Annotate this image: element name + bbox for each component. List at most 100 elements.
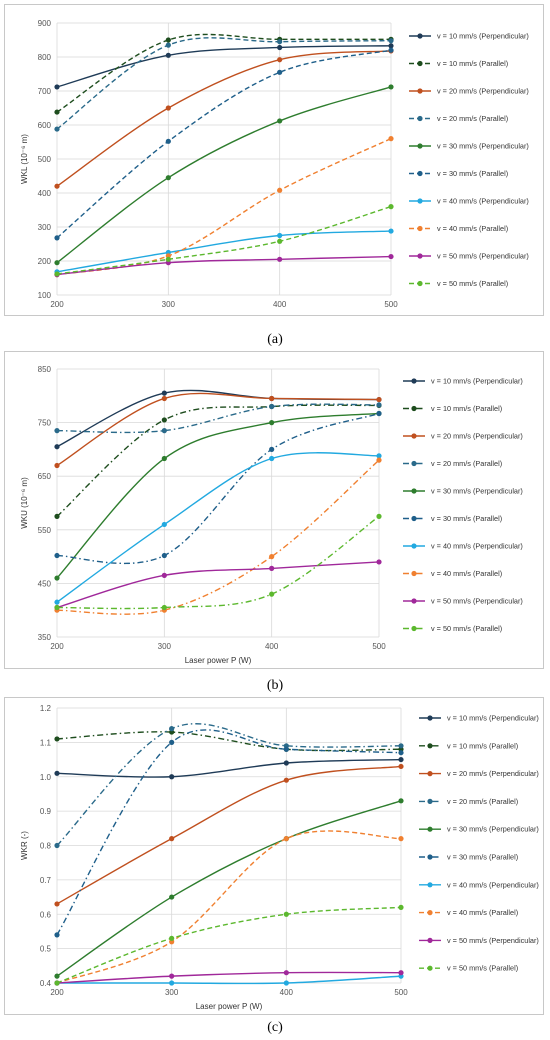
legend-marker [427,771,433,777]
legend-marker [417,280,423,287]
legend-label: v = 40 mm/s (Perpendicular) [431,542,523,551]
series-line [56,50,392,187]
data-point [161,417,167,423]
chart-svg-b: 350 450 550 650 750 850 200 300 400 500 WKU (10⁻⁶ … [20,365,523,665]
series-line [56,830,402,984]
data-point [277,39,283,45]
legend-marker [417,143,423,149]
data-point [277,232,283,239]
legend-label: v = 20 mm/s (Perpendicular) [447,769,539,778]
x-tick-label: 400 [280,988,294,997]
series-line [56,392,380,467]
legend-marker [427,743,433,749]
data-point [161,521,167,528]
legend-marker [411,570,417,577]
legend-label: v = 50 mm/s (Parallel) [431,624,502,633]
data-point [283,911,289,917]
data-point [277,57,283,63]
legend-label: v = 40 mm/s (Perpendicular) [437,197,529,206]
series-line [56,49,392,239]
data-point [388,47,394,53]
y-axis-label: WKL (10⁻⁶ m) [20,134,29,184]
caption-b: (b) [266,678,284,693]
data-point [165,256,171,262]
y-tick-label: 900 [38,19,52,28]
series-line [56,731,402,752]
data-point [398,836,404,842]
data-point [161,390,167,396]
legend-label: v = 10 mm/s (Perpendicular) [431,377,523,386]
data-point [54,973,60,979]
legend-marker [417,88,423,94]
series-line [56,561,380,609]
data-point [54,183,60,189]
series-line [56,33,392,113]
y-tick-label: 400 [38,189,52,198]
y-tick-label: 300 [38,223,52,232]
data-point [54,109,60,115]
x-tick-label: 300 [158,642,172,651]
series-line [56,86,392,264]
data-point [376,410,382,417]
data-point [376,402,382,408]
series-line [56,412,380,579]
chart-svg-c: 0.4 0.5 0.6 0.7 0.8 0.9 1.0 1.1 1.2 200 300 400 500 W… [20,704,539,1011]
legend-marker [427,937,433,943]
data-point [398,798,404,804]
y-tick-label: 100 [38,291,52,300]
data-point [277,118,283,124]
data-point [283,970,289,976]
series-line [56,404,380,517]
caption-c: (c) [267,1020,283,1035]
legend-marker [411,460,417,467]
x-tick-label: 200 [50,642,64,651]
legend-label: v = 30 mm/s (Perpendicular) [437,142,529,151]
legend-label: v = 10 mm/s (Parallel) [431,404,502,413]
chart-panel-b: 350 450 550 650 750 850 200 300 400 500 WKU (10⁻⁶ … [4,351,544,669]
legend-marker [411,625,417,632]
x-axis-label: Laser power P (W) [196,1002,263,1011]
legend-marker [427,854,433,860]
data-point [54,552,60,559]
data-point [54,575,60,581]
data-point [376,559,382,565]
series-line [56,452,380,603]
legend-label: v = 50 mm/s (Perpendicular) [437,252,529,261]
series-line [56,800,402,977]
series-line [56,729,402,936]
y-tick-label: 800 [38,53,52,62]
y-tick-label: 0.9 [40,807,52,816]
legend-marker [411,378,417,384]
legend-label: v = 20 mm/s (Perpendicular) [431,432,523,441]
legend-marker [427,798,433,804]
series-line [56,906,402,984]
caption-a: (a) [267,332,283,347]
data-point [376,453,382,459]
data-point [54,235,60,241]
data-point [277,187,283,193]
data-point [54,736,60,742]
data-point [269,403,275,410]
chart-panel-a: 100 200 300 400 500 600 700 800 900 200 300 400 500 W… [4,4,544,316]
series-line [56,255,392,276]
data-point [388,84,394,90]
y-tick-label: 700 [38,87,52,96]
x-tick-label: 500 [384,300,398,309]
y-tick-label: 1.2 [40,704,52,713]
data-point [54,932,60,938]
data-point [161,552,167,559]
data-point [54,901,60,907]
y-tick-label: 650 [38,472,52,481]
y-tick-label: 0.7 [40,876,52,885]
legend-marker [411,488,417,494]
data-point [388,43,394,49]
data-point [269,554,275,560]
y-tick-label: 750 [38,419,52,428]
x-axis-label: Laser power P (W) [191,314,258,315]
data-point [398,763,404,770]
data-point [54,462,60,469]
grid-b [56,368,380,638]
data-point [54,980,60,986]
legend-label: v = 10 mm/s (Parallel) [447,741,518,750]
